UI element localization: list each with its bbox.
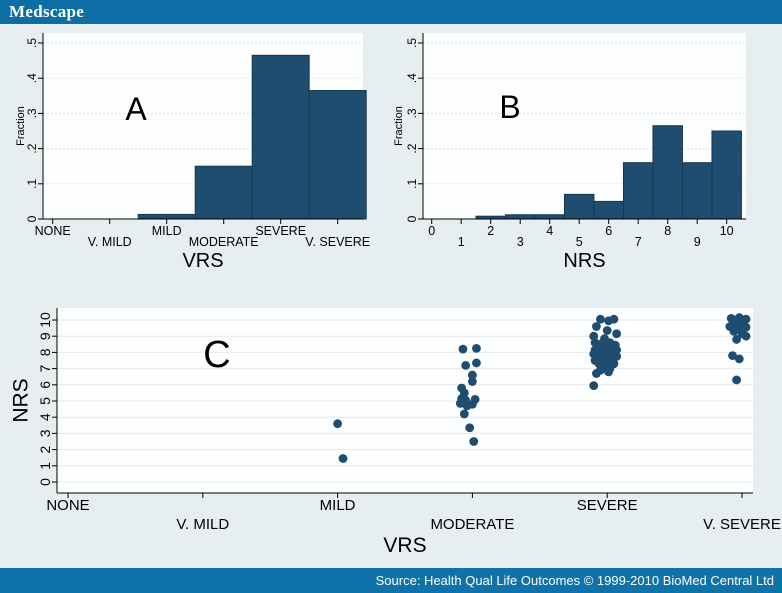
svg-text:5: 5 (576, 235, 583, 249)
svg-text:V. MILD: V. MILD (176, 516, 229, 533)
svg-text:7: 7 (37, 364, 53, 372)
svg-text:9: 9 (37, 332, 53, 340)
svg-text:0: 0 (25, 215, 39, 222)
svg-text:C: C (203, 334, 230, 376)
svg-text:MILD: MILD (152, 224, 182, 238)
svg-text:SEVERE: SEVERE (255, 224, 306, 238)
svg-text:NRS: NRS (563, 250, 605, 272)
svg-text:0: 0 (37, 478, 53, 486)
svg-text:5: 5 (37, 397, 53, 405)
svg-text:V. SEVERE: V. SEVERE (305, 235, 370, 249)
svg-text:10: 10 (37, 312, 53, 328)
svg-text:NONE: NONE (35, 224, 71, 238)
svg-text:Fraction: Fraction (393, 106, 405, 146)
svg-text:Fraction: Fraction (15, 106, 27, 146)
svg-text:1: 1 (37, 462, 53, 470)
svg-text:NONE: NONE (46, 497, 89, 514)
svg-text:.2: .2 (25, 143, 39, 153)
svg-text:0: 0 (405, 215, 419, 222)
source-attribution: Source: Health Qual Life Outcomes © 1999… (375, 573, 774, 588)
svg-text:.2: .2 (405, 143, 419, 153)
svg-text:6: 6 (605, 224, 612, 238)
svg-text:NRS: NRS (9, 378, 32, 422)
svg-text:VRS: VRS (383, 534, 426, 557)
svg-text:3: 3 (517, 235, 524, 249)
svg-text:.5: .5 (405, 38, 419, 48)
svg-text:2: 2 (37, 445, 53, 453)
svg-text:MODERATE: MODERATE (430, 516, 514, 533)
footer-bar (0, 568, 782, 593)
svg-text:SEVERE: SEVERE (577, 497, 638, 514)
svg-text:8: 8 (664, 224, 671, 238)
svg-text:.4: .4 (405, 73, 419, 83)
svg-text:.4: .4 (25, 73, 39, 83)
svg-text:V. SEVERE: V. SEVERE (703, 516, 781, 533)
svg-text:.3: .3 (25, 108, 39, 118)
svg-text:10: 10 (720, 224, 734, 238)
panel-b-nrs-histogram: 0 .1 .2 .3 .4 .5 0 1 2 3 4 5 6 7 8 9 10 NRS Fraction B (393, 33, 746, 272)
svg-text:0: 0 (428, 224, 435, 238)
svg-text:4: 4 (546, 224, 553, 238)
svg-text:8: 8 (37, 348, 53, 356)
svg-text:MODERATE: MODERATE (189, 235, 259, 249)
svg-text:.1: .1 (405, 178, 419, 188)
svg-text:VRS: VRS (182, 250, 223, 272)
svg-text:.1: .1 (25, 178, 39, 188)
svg-text:3: 3 (37, 429, 53, 437)
svg-text:2: 2 (487, 224, 494, 238)
header-bar (0, 0, 782, 24)
svg-text:4: 4 (37, 413, 53, 421)
svg-text:7: 7 (635, 235, 642, 249)
svg-text:A: A (125, 91, 147, 127)
svg-text:.3: .3 (405, 108, 419, 118)
svg-text:6: 6 (37, 381, 53, 389)
svg-text:MILD: MILD (320, 497, 356, 514)
panel-c-nrs-vrs-scatter: 0 1 2 3 4 5 6 7 8 9 10 NONE V. MILD MILD MODERATE SEVER… (9, 308, 781, 557)
svg-text:1: 1 (458, 235, 465, 249)
panel-a-vrs-histogram: 0 .1 .2 .3 .4 .5 NONE V. MILD MILD MODERATESEVERE… (15, 33, 370, 272)
svg-text:V. MILD: V. MILD (88, 235, 132, 249)
medscape-logo: Medscape (9, 2, 85, 21)
svg-text:.5: .5 (25, 38, 39, 48)
svg-text:B: B (499, 89, 520, 125)
svg-text:9: 9 (694, 235, 701, 249)
